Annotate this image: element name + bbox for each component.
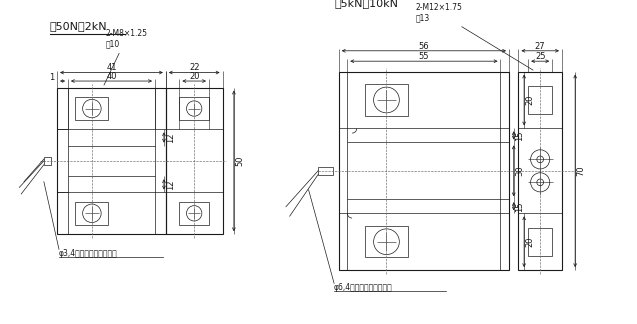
Bar [75,97,108,120]
Bar [75,202,108,225]
Bar [365,84,408,116]
Text: 50: 50 [235,156,244,166]
Text: 2-M8×1.25
深10: 2-M8×1.25 深10 [104,29,147,85]
Bar [528,227,552,256]
Bar [339,72,509,270]
Text: 56: 56 [419,41,429,51]
Bar [166,88,222,234]
Text: 27: 27 [535,41,545,51]
Bar [365,226,408,257]
Text: ・5kN，10kN: ・5kN，10kN [334,0,398,8]
Text: 1: 1 [49,73,54,82]
Bar [180,97,209,120]
Text: 70: 70 [576,166,585,176]
Text: 12: 12 [166,132,175,143]
Text: 15: 15 [515,130,524,141]
Bar [318,167,333,175]
Text: 20: 20 [526,237,534,247]
Bar [57,88,166,234]
Text: 20: 20 [189,72,199,81]
Bar [528,86,552,114]
Text: 12: 12 [166,179,175,190]
Text: 40: 40 [106,72,117,81]
Text: 15: 15 [515,201,524,212]
Text: φ3,4芯シールドケーブル: φ3,4芯シールドケーブル [59,249,118,258]
Text: ・50N～2kN: ・50N～2kN [50,21,107,31]
Bar [519,72,562,270]
Bar [44,157,52,165]
Text: 2-M12×1.75
深13: 2-M12×1.75 深13 [415,3,533,70]
Text: 20: 20 [526,95,534,105]
Text: 55: 55 [419,52,429,61]
Text: 22: 22 [189,63,199,72]
Bar [180,202,209,225]
Text: 25: 25 [535,52,545,61]
Text: φ6,4芯シールドケーブル: φ6,4芯シールドケーブル [334,284,393,292]
Text: 41: 41 [106,63,117,72]
Text: 30: 30 [515,166,524,176]
